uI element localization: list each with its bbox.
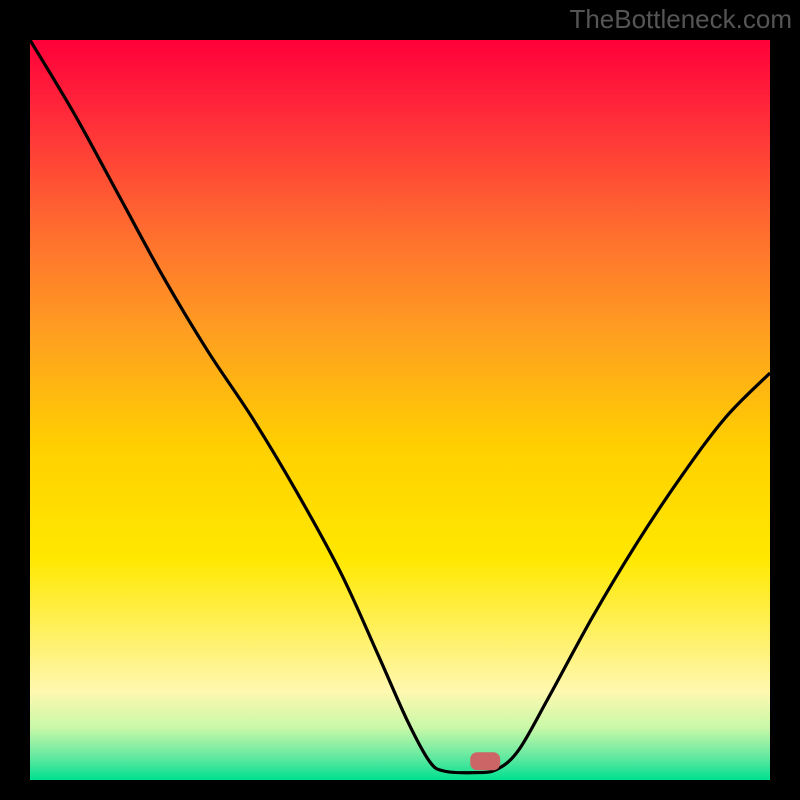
watermark-text: TheBottleneck.com xyxy=(569,4,792,35)
optimal-point-marker xyxy=(470,752,500,770)
chart-container: TheBottleneck.com xyxy=(0,0,800,800)
curve-path xyxy=(30,40,770,773)
bottleneck-curve xyxy=(30,40,770,780)
plot-area xyxy=(30,40,770,770)
